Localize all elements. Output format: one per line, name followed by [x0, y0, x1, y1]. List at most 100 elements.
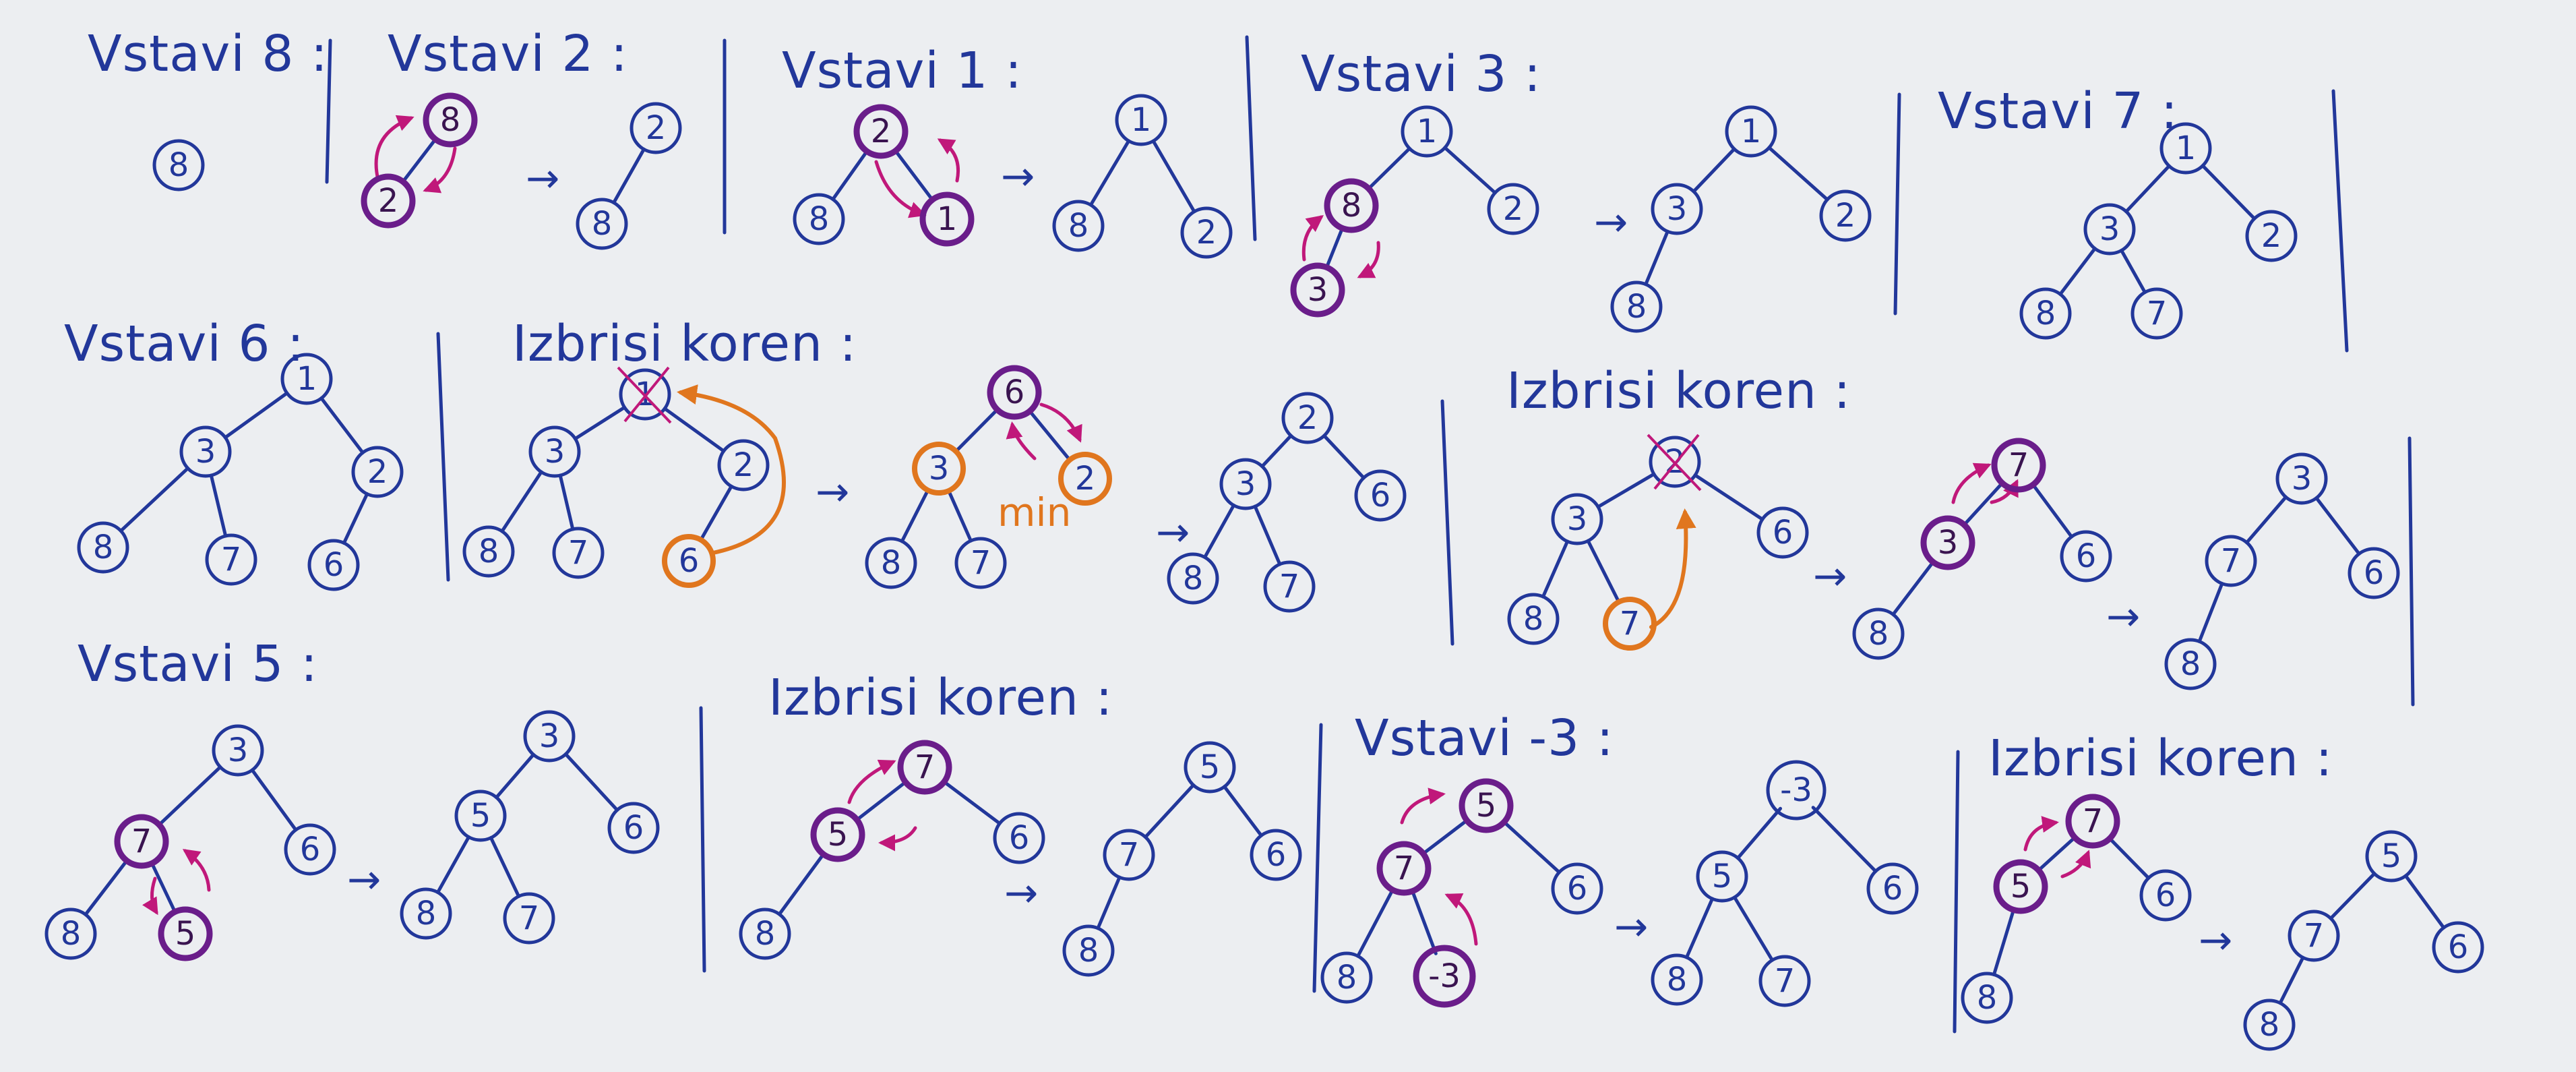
tree-edge [1811, 806, 1878, 873]
svg-text:2: 2 [378, 182, 399, 220]
svg-text:7: 7 [221, 541, 242, 578]
heap-node: 6 [284, 823, 336, 876]
tree-edge [954, 408, 1000, 453]
svg-text:6: 6 [2076, 537, 2097, 575]
swap-arrows-icon [1301, 214, 1324, 262]
step-captions: Vstavi 8 : Vstavi 2 : Vstavi 1 : Vstavi 3 :… [64, 25, 2333, 787]
tree-edge [1733, 895, 1774, 962]
svg-text:8: 8 [881, 544, 902, 582]
panel-separators [325, 35, 2415, 1034]
heap-node: 8 [1507, 593, 1560, 645]
heap-node: 7 [114, 814, 169, 869]
heap-node: -3 [1413, 945, 1476, 1008]
tree-edge [2314, 496, 2361, 556]
tree-edge [2278, 955, 2305, 1005]
heap-node: 3 [2275, 452, 2328, 505]
svg-text:3: 3 [2099, 210, 2120, 248]
heap-node: 8 [739, 907, 791, 960]
step-caption: Izbrisi koren : [1988, 729, 2333, 787]
svg-text:6: 6 [1370, 477, 1391, 514]
heap-node: 3 [1920, 515, 1975, 570]
heap-node: 3 [179, 425, 232, 478]
svg-text:7: 7 [2304, 917, 2325, 955]
svg-text:1: 1 [1417, 113, 1438, 150]
heap-node: 8 [1651, 953, 1703, 1006]
svg-text:3: 3 [228, 732, 249, 769]
heap-node: 8 [44, 907, 97, 960]
tree-edge [1502, 820, 1561, 874]
tree-edge [1684, 897, 1715, 959]
svg-text:7: 7 [971, 544, 991, 582]
heap-node: 3 [1551, 493, 1603, 545]
heap-node: 6 [1551, 862, 1603, 915]
heap-node: 3 [912, 442, 966, 496]
swap-arrows-icon [142, 876, 158, 916]
svg-text:3: 3 [539, 717, 560, 755]
tree-edge [2108, 837, 2151, 880]
heap-node: 8 [1062, 924, 1115, 977]
svg-text:6: 6 [2448, 928, 2469, 966]
svg-text:7: 7 [131, 823, 152, 860]
tree-edge [436, 835, 470, 895]
heap-node: 3 [1290, 262, 1345, 318]
tree-edge [1596, 472, 1656, 509]
arrow-right-icon: → [816, 469, 849, 516]
heap-node: 5 [1696, 850, 1748, 903]
heap-node: 7 [503, 892, 555, 945]
heap-node: 2 [2245, 210, 2298, 262]
heap-node: 8 [2243, 999, 2296, 1051]
svg-text:6: 6 [1882, 870, 1903, 907]
svg-text:5: 5 [470, 797, 491, 835]
heap-node: 7 [1603, 597, 1657, 651]
svg-text:7: 7 [2147, 295, 2168, 332]
svg-text:5: 5 [2011, 868, 2031, 905]
arrow-right-icon: → [1614, 903, 1648, 951]
heap-node: 1 [1115, 94, 1167, 146]
heap-node: 8 [152, 139, 205, 191]
curved-arrow-icon [677, 384, 786, 555]
panel-separator [1312, 723, 1323, 993]
heap-node: 5 [810, 807, 865, 862]
arrow-right-icon: → [2106, 593, 2140, 641]
svg-text:7: 7 [1394, 850, 1415, 887]
svg-text:1: 1 [297, 360, 317, 398]
tree-edge [1253, 504, 1282, 566]
heap-node: 6 [2432, 921, 2484, 974]
heap-node: 7 [205, 533, 257, 586]
heap-node: 2 [351, 446, 404, 498]
heap-node: 1 [1401, 105, 1453, 158]
heap-node: 8 [77, 521, 129, 574]
panel-separator [1953, 750, 1960, 1034]
tree-edge [1586, 539, 1621, 604]
svg-text:7: 7 [1775, 962, 1796, 1000]
heap-node: 1 [617, 366, 672, 424]
arrow-right-icon: → [1004, 870, 1038, 917]
tree-edge [1962, 481, 2004, 527]
heap-node: 7 [2205, 535, 2257, 587]
tree-edge [1088, 139, 1131, 207]
svg-text:8: 8 [809, 200, 830, 238]
svg-text:6: 6 [1773, 514, 1793, 552]
heap-node: 6 [993, 812, 1045, 864]
svg-text:3: 3 [545, 433, 565, 471]
tree-edge [947, 489, 973, 543]
svg-text:7: 7 [568, 534, 589, 572]
tree-edge [900, 488, 930, 543]
heap-node: 6 [2348, 547, 2400, 599]
svg-text:8: 8 [1183, 560, 1204, 597]
swap-arrows-icon [1444, 893, 1478, 946]
arrow-right-icon: → [1001, 153, 1035, 200]
heap-node: 3 [212, 724, 264, 777]
svg-text:1: 1 [2176, 129, 2197, 167]
panel-separator [1893, 92, 1901, 316]
cross-out-mark [1647, 434, 1702, 492]
tree-edge [2201, 164, 2257, 220]
heap-node: 8 [2019, 287, 2072, 340]
heap-node: 2 [717, 439, 770, 492]
tree-edge [1367, 146, 1411, 191]
heap-node: 7 [552, 527, 605, 579]
heap-node: 7 [2065, 794, 2120, 849]
tree-edge [2329, 872, 2376, 920]
tree-edge [2037, 835, 2077, 872]
